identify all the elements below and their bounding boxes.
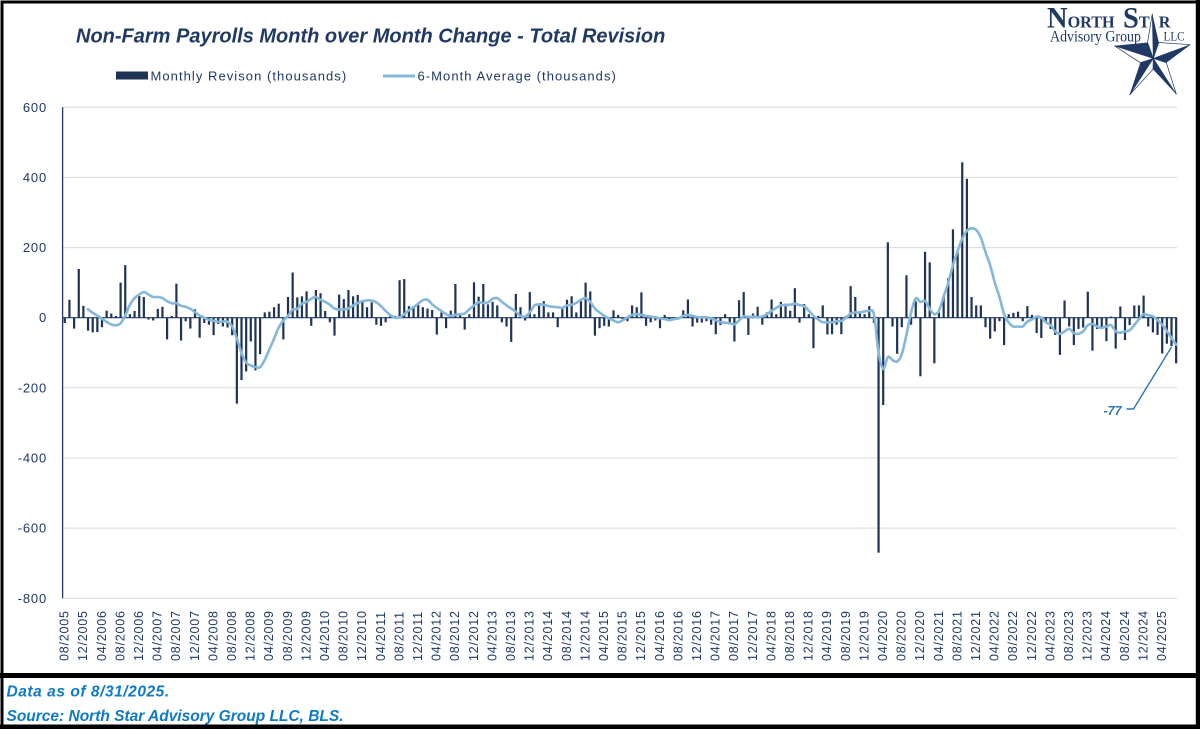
svg-text:04/2014: 04/2014	[541, 610, 555, 661]
svg-text:08/2012: 08/2012	[448, 610, 462, 661]
svg-text:12/2017: 12/2017	[746, 610, 760, 661]
svg-text:12/2020: 12/2020	[913, 610, 927, 661]
svg-text:08/2018: 08/2018	[783, 610, 797, 661]
svg-text:04/2012: 04/2012	[430, 610, 444, 661]
svg-text:12/2021: 12/2021	[969, 610, 983, 661]
svg-text:LLC: LLC	[1164, 29, 1185, 44]
svg-text:Source: North Star Advisory Gr: Source: North Star Advisory Group LLC, B…	[7, 708, 344, 725]
svg-text:-200: -200	[18, 380, 47, 395]
svg-text:12/2015: 12/2015	[634, 610, 648, 661]
svg-text:04/2022: 04/2022	[988, 610, 1002, 661]
svg-text:08/2014: 08/2014	[560, 610, 574, 661]
svg-text:12/2014: 12/2014	[578, 610, 592, 661]
svg-text:08/2021: 08/2021	[950, 610, 964, 661]
svg-text:04/2010: 04/2010	[318, 610, 332, 661]
svg-text:04/2020: 04/2020	[876, 610, 890, 661]
svg-text:12/2008: 12/2008	[244, 610, 258, 661]
svg-text:12/2018: 12/2018	[802, 610, 816, 661]
svg-text:12/2007: 12/2007	[188, 610, 202, 661]
svg-text:04/2006: 04/2006	[95, 610, 109, 661]
svg-text:08/2013: 08/2013	[504, 610, 518, 661]
svg-text:08/2022: 08/2022	[1006, 610, 1020, 661]
svg-text:NORTH: NORTH	[1047, 2, 1115, 35]
svg-text:12/2013: 12/2013	[523, 610, 537, 661]
svg-text:08/2024: 08/2024	[1118, 610, 1132, 661]
svg-text:12/2016: 12/2016	[690, 610, 704, 661]
svg-text:R: R	[1159, 12, 1172, 31]
svg-text:04/2013: 04/2013	[485, 610, 499, 661]
svg-text:200: 200	[23, 240, 47, 255]
svg-text:08/2019: 08/2019	[839, 610, 853, 661]
svg-text:-77: -77	[1104, 404, 1123, 418]
svg-text:600: 600	[23, 100, 47, 115]
svg-text:04/2024: 04/2024	[1099, 610, 1113, 661]
svg-text:Monthly Revison (thousands): Monthly Revison (thousands)	[151, 69, 348, 84]
svg-text:08/2008: 08/2008	[225, 610, 239, 661]
svg-text:04/2017: 04/2017	[709, 610, 723, 661]
svg-text:04/2009: 04/2009	[262, 610, 276, 661]
svg-text:08/2017: 08/2017	[727, 610, 741, 661]
svg-text:Advisory Group: Advisory Group	[1050, 29, 1141, 46]
svg-text:12/2006: 12/2006	[132, 610, 146, 661]
svg-text:0: 0	[39, 310, 47, 325]
svg-text:08/2005: 08/2005	[58, 610, 72, 661]
svg-text:08/2010: 08/2010	[337, 610, 351, 661]
svg-text:12/2024: 12/2024	[1136, 610, 1150, 661]
svg-text:Non-Farm Payrolls Month over M: Non-Farm Payrolls Month over Month Chang…	[76, 26, 665, 48]
svg-text:04/2021: 04/2021	[932, 610, 946, 661]
svg-text:12/2009: 12/2009	[299, 610, 313, 661]
svg-text:12/2023: 12/2023	[1081, 610, 1095, 661]
svg-text:04/2016: 04/2016	[653, 610, 667, 661]
svg-text:-400: -400	[18, 451, 47, 466]
svg-text:Data as of 8/31/2025.: Data as of 8/31/2025.	[7, 684, 170, 701]
svg-text:04/2011: 04/2011	[374, 611, 388, 661]
svg-text:12/2011: 12/2011	[411, 611, 425, 661]
svg-text:04/2008: 04/2008	[206, 610, 220, 661]
svg-text:08/2015: 08/2015	[616, 610, 630, 661]
svg-text:08/2007: 08/2007	[169, 610, 183, 661]
svg-text:12/2012: 12/2012	[467, 610, 481, 661]
svg-text:04/2018: 04/2018	[764, 610, 778, 661]
svg-text:04/2015: 04/2015	[597, 610, 611, 661]
svg-text:04/2019: 04/2019	[820, 610, 834, 661]
svg-text:12/2010: 12/2010	[355, 610, 369, 661]
svg-text:ST: ST	[1123, 2, 1150, 35]
svg-text:-600: -600	[18, 521, 47, 536]
svg-text:08/2011: 08/2011	[392, 611, 406, 661]
svg-text:04/2023: 04/2023	[1043, 610, 1057, 661]
svg-text:12/2022: 12/2022	[1025, 610, 1039, 661]
svg-text:04/2025: 04/2025	[1155, 610, 1169, 661]
svg-text:08/2020: 08/2020	[895, 610, 909, 661]
svg-text:08/2023: 08/2023	[1062, 610, 1076, 661]
svg-text:12/2005: 12/2005	[76, 610, 90, 661]
svg-text:12/2019: 12/2019	[857, 610, 871, 661]
svg-text:04/2007: 04/2007	[151, 610, 165, 661]
svg-text:08/2006: 08/2006	[113, 610, 127, 661]
svg-text:08/2009: 08/2009	[281, 610, 295, 661]
svg-text:08/2016: 08/2016	[671, 610, 685, 661]
svg-text:400: 400	[23, 170, 47, 185]
svg-text:-800: -800	[18, 591, 47, 606]
svg-text:6-Month Average (thousands): 6-Month Average (thousands)	[418, 69, 617, 84]
